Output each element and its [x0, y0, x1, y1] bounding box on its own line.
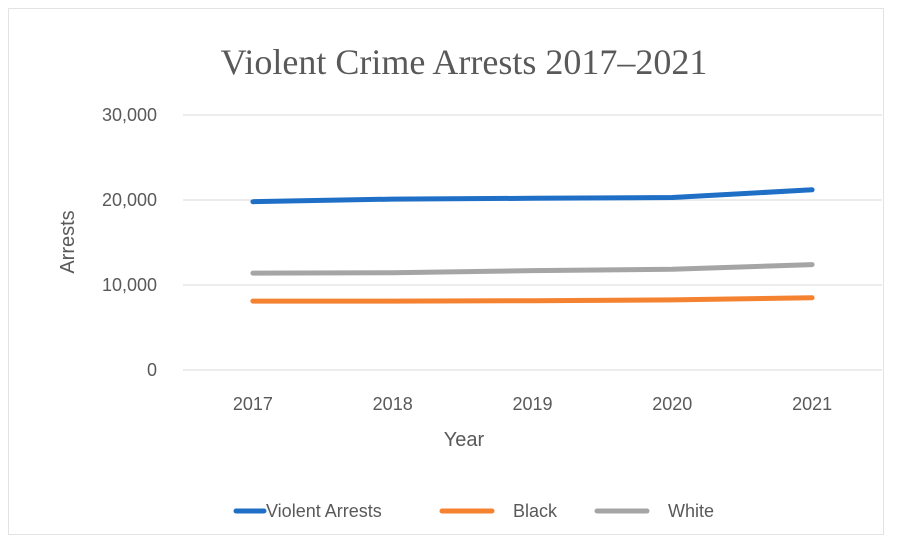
series-line-black [250, 295, 815, 304]
x-tick-label: 2017 [233, 394, 273, 414]
legend-item: Black [439, 501, 558, 521]
x-tick-label: 2021 [792, 394, 832, 414]
y-axis-title: Arrests [57, 210, 79, 273]
chart-title: Violent Crime Arrests 2017–2021 [221, 42, 708, 82]
x-tick-label: 2020 [652, 394, 692, 414]
y-tick-label: 30,000 [102, 105, 157, 125]
y-tick-label: 20,000 [102, 190, 157, 210]
legend-label: Black [513, 501, 558, 521]
series-line-violent-arrests [250, 187, 815, 205]
legend-item: Violent Arrests [233, 501, 382, 521]
x-tick-label: 2018 [373, 394, 413, 414]
x-tick-label: 2019 [512, 394, 552, 414]
series-line-white [250, 262, 815, 276]
legend-item: White [594, 501, 714, 521]
gridlines [183, 114, 882, 371]
legend-label: Violent Arrests [266, 501, 382, 521]
legend-label: White [668, 501, 714, 521]
x-axis-title: Year [444, 429, 485, 451]
legend: Violent Arrests Black White [233, 501, 714, 521]
y-tick-label: 0 [147, 360, 157, 380]
y-tick-label: 10,000 [102, 275, 157, 295]
y-axis-ticks: 0 10,000 20,000 30,000 [102, 105, 157, 380]
series-lines [250, 187, 815, 304]
x-axis-ticks: 2017 2018 2019 2020 2021 [233, 394, 832, 414]
